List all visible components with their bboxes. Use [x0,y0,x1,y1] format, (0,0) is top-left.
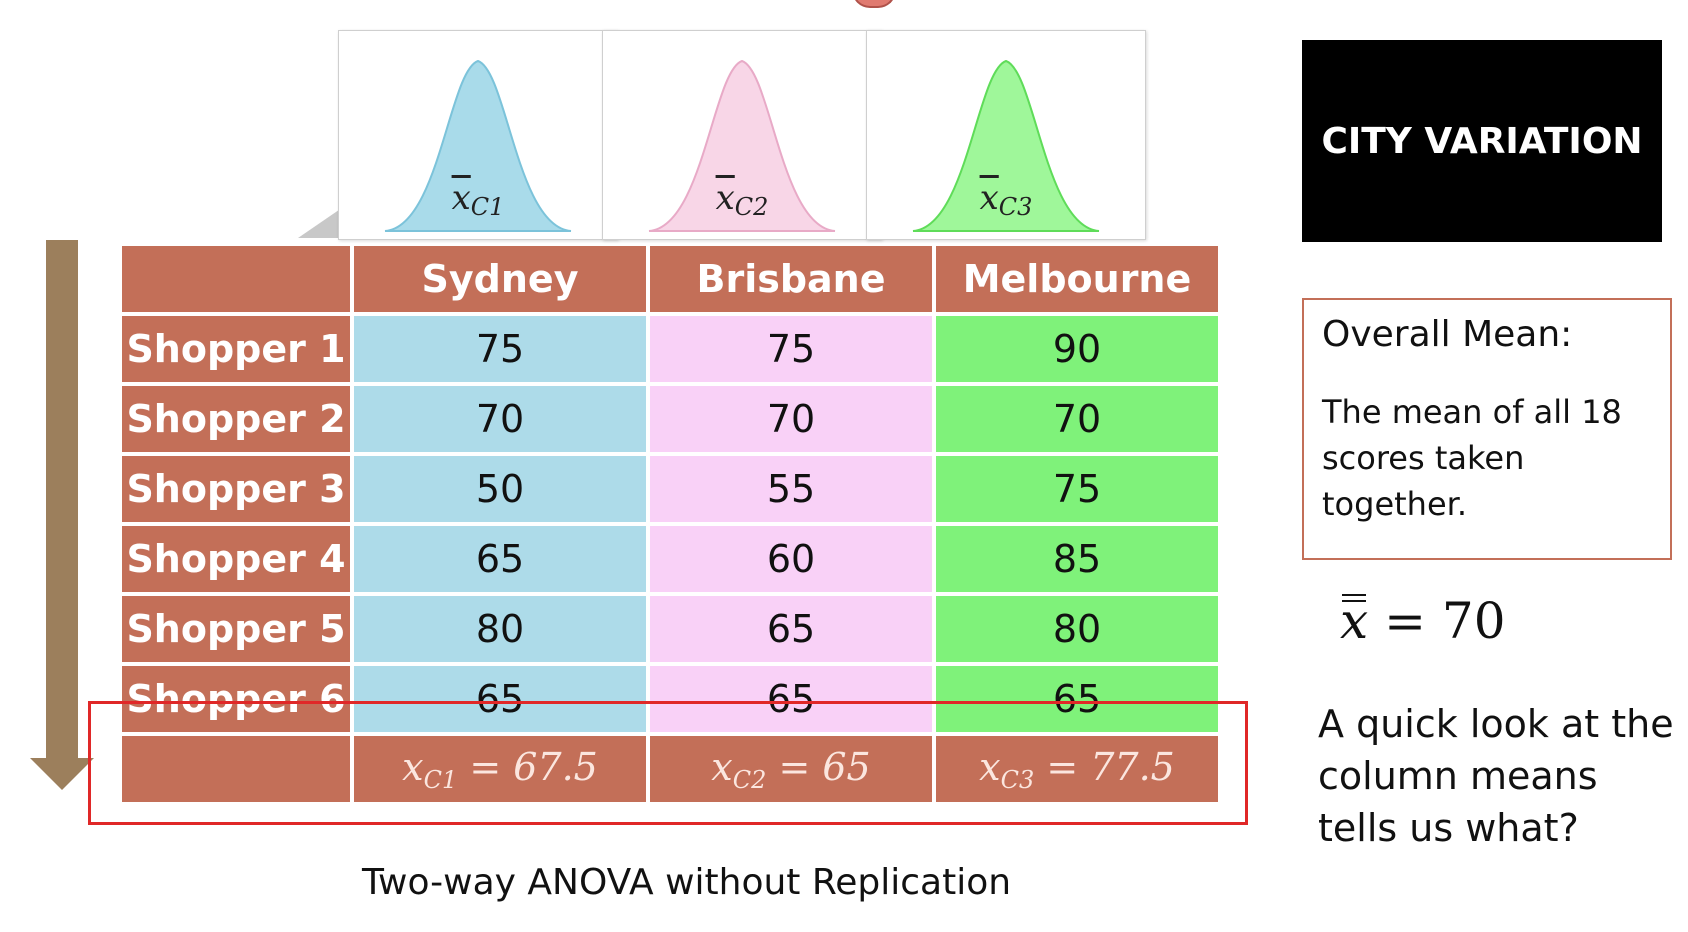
cell-value: 65 [354,666,646,732]
distribution-card-sydney: xC1 [338,30,618,240]
overall-mean-title: Overall Mean: [1322,314,1573,355]
table-row: Shopper 6 65 65 65 [122,666,1218,732]
row-label: Shopper 3 [122,456,350,522]
column-means-row: xC1 = 67.5 xC2 = 65 xC3 = 77.5 [122,736,1218,802]
cell-value: 90 [936,316,1218,382]
table-row: Shopper 2 70 70 70 [122,386,1218,452]
cell-value: 65 [354,526,646,592]
question-text: A quick look at the column means tells u… [1318,702,1674,850]
column-header-sydney: Sydney [354,246,646,312]
down-arrow-shaft [46,240,78,760]
overall-mean-box: Overall Mean: The mean of all 18 scores … [1302,298,1672,560]
row-label: Shopper 5 [122,596,350,662]
table-row: Shopper 5 80 65 80 [122,596,1218,662]
cell-value: 75 [936,456,1218,522]
table-row: Shopper 3 50 55 75 [122,456,1218,522]
overall-mean-description: The mean of all 18 scores taken together… [1322,393,1622,523]
column-header-melbourne: Melbourne [936,246,1218,312]
cell-value: 75 [650,316,932,382]
cell-value: 60 [650,526,932,592]
corner-cell [122,246,350,312]
cell-value: 65 [650,596,932,662]
column-header-brisbane: Brisbane [650,246,932,312]
cell-value: 80 [936,596,1218,662]
table-row: Shopper 4 65 60 85 [122,526,1218,592]
distribution-card-melbourne: xC3 [866,30,1146,240]
cell-value: 65 [936,666,1218,732]
column-mean-brisbane: xC2 = 65 [650,736,932,802]
brisbane-mean-symbol: xC2 [715,178,769,221]
cell-value: 80 [354,596,646,662]
scores-table: Sydney Brisbane Melbourne Shopper 1 75 7… [118,242,1222,806]
top-marker [852,0,896,8]
means-corner-cell [122,736,350,802]
city-variation-title: CITY VARIATION [1302,40,1662,242]
row-label: Shopper 4 [122,526,350,592]
melbourne-mean-symbol: xC3 [979,178,1033,221]
cell-value: 50 [354,456,646,522]
cell-value: 65 [650,666,932,732]
down-arrow-icon [30,758,94,790]
bell-curve-sydney [384,59,572,232]
cell-value: 70 [650,386,932,452]
table-row: Shopper 1 75 75 90 [122,316,1218,382]
bell-curve-brisbane [648,59,836,232]
cell-value: 70 [936,386,1218,452]
cell-value: 55 [650,456,932,522]
distribution-card-brisbane: xC2 [602,30,882,240]
row-label: Shopper 1 [122,316,350,382]
slide-caption: Two-way ANOVA without Replication [362,862,1012,903]
grand-mean-formula: x = 70 [1340,592,1506,650]
column-mean-melbourne: xC3 = 77.5 [936,736,1218,802]
row-label: Shopper 2 [122,386,350,452]
cell-value: 70 [354,386,646,452]
cell-value: 85 [936,526,1218,592]
bell-curve-melbourne [912,59,1100,232]
cell-value: 75 [354,316,646,382]
sydney-mean-symbol: xC1 [451,178,505,221]
row-label: Shopper 6 [122,666,350,732]
table-header-row: Sydney Brisbane Melbourne [122,246,1218,312]
column-mean-sydney: xC1 = 67.5 [354,736,646,802]
